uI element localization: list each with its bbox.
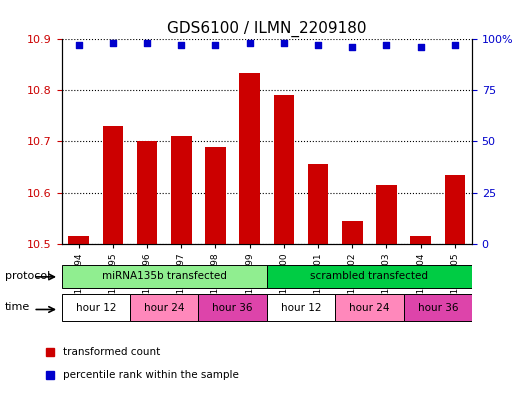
Bar xyxy=(68,236,89,244)
FancyBboxPatch shape xyxy=(130,294,199,321)
Text: hour 12: hour 12 xyxy=(281,303,321,312)
Point xyxy=(314,42,322,49)
Bar xyxy=(205,147,226,244)
Bar xyxy=(103,126,123,244)
Point xyxy=(177,42,185,49)
Bar xyxy=(342,220,363,244)
FancyBboxPatch shape xyxy=(62,264,267,288)
FancyBboxPatch shape xyxy=(62,294,130,321)
FancyBboxPatch shape xyxy=(335,294,404,321)
Bar xyxy=(240,72,260,244)
Text: hour 36: hour 36 xyxy=(212,303,253,312)
Point xyxy=(280,40,288,46)
Bar xyxy=(376,185,397,244)
Text: hour 24: hour 24 xyxy=(349,303,389,312)
Point xyxy=(417,44,425,51)
Point xyxy=(246,40,254,46)
Point xyxy=(211,42,220,49)
FancyBboxPatch shape xyxy=(267,264,472,288)
Point xyxy=(382,42,390,49)
Bar xyxy=(445,174,465,244)
Title: GDS6100 / ILMN_2209180: GDS6100 / ILMN_2209180 xyxy=(167,20,366,37)
Text: hour 12: hour 12 xyxy=(75,303,116,312)
Text: transformed count: transformed count xyxy=(63,347,160,357)
FancyBboxPatch shape xyxy=(404,294,472,321)
Point xyxy=(143,40,151,46)
Text: scrambled transfected: scrambled transfected xyxy=(310,271,428,281)
Text: time: time xyxy=(5,302,30,312)
Text: protocol: protocol xyxy=(5,271,50,281)
Point xyxy=(451,42,459,49)
Text: percentile rank within the sample: percentile rank within the sample xyxy=(63,370,239,380)
Text: miRNA135b transfected: miRNA135b transfected xyxy=(102,271,227,281)
FancyBboxPatch shape xyxy=(199,294,267,321)
Bar xyxy=(171,136,191,244)
Bar xyxy=(410,236,431,244)
Point xyxy=(109,40,117,46)
Bar xyxy=(137,141,157,244)
Text: hour 36: hour 36 xyxy=(418,303,458,312)
Bar xyxy=(308,165,328,244)
Text: hour 24: hour 24 xyxy=(144,303,184,312)
Bar xyxy=(273,95,294,244)
Point xyxy=(348,44,357,51)
FancyBboxPatch shape xyxy=(267,294,335,321)
Point xyxy=(74,42,83,49)
